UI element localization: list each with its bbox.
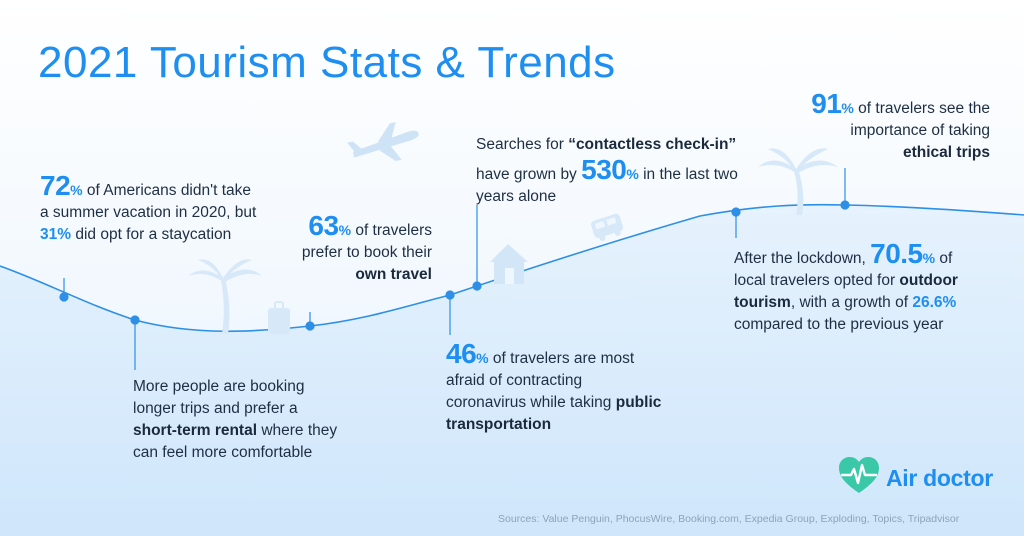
stat-number: 530	[581, 154, 627, 185]
luggage-icon	[268, 301, 290, 334]
stat-text: did opt for a staycation	[71, 226, 232, 243]
stat-number: 91	[811, 88, 842, 119]
wave-fill	[0, 204, 1024, 536]
stat-text: Searches for	[476, 136, 569, 153]
stat-text: of Americans didn't take a summer vacati…	[40, 182, 257, 221]
stat-bold: public transportation	[446, 394, 662, 433]
stat-72-staycation: 72% of Americans didn't take a summer va…	[40, 172, 260, 246]
palm-tree-icon	[188, 259, 262, 334]
stat-percent: %	[841, 100, 854, 116]
stat-text: of travelers are most afraid of contract…	[446, 350, 635, 411]
stat-530-contactless: Searches for “contactless check-in” have…	[476, 134, 756, 208]
stat-text: have grown by	[476, 166, 582, 183]
stat-text: where they can feel more comfortable	[133, 422, 338, 461]
stat-number: 63	[308, 210, 339, 241]
stat-bold: outdoor tourism	[734, 272, 958, 311]
house-icon	[490, 244, 528, 284]
stat-percent: %	[626, 166, 639, 182]
stat-63-own-travel: 63% of travelers prefer to book their ow…	[280, 212, 432, 286]
stat-91-ethical: 91% of travelers see the importance of t…	[810, 90, 990, 164]
palm-tree-icon	[758, 148, 838, 215]
timeline-markers	[59, 168, 850, 370]
logo-text: Air doctor	[886, 465, 993, 491]
sources-footnote: Sources: Value Penguin, PhocusWire, Book…	[498, 513, 960, 525]
airdoctor-logo: Air doctor	[836, 453, 1016, 503]
stat-highlight: 26.6%	[912, 294, 957, 311]
stat-number: 70.5	[870, 238, 923, 269]
stat-bold: ethical trips	[903, 144, 990, 161]
stat-bold: own travel	[355, 266, 432, 283]
stat-text: , with a growth of	[790, 294, 913, 311]
stat-percent: %	[338, 222, 352, 238]
stat-number: 72	[40, 170, 71, 201]
stat-text: of travelers prefer to book their	[301, 222, 432, 261]
stat-text: After the lockdown,	[734, 250, 871, 267]
stat-text: in the last two years alone	[476, 166, 738, 205]
stat-70-outdoor: After the lockdown, 70.5% of local trave…	[734, 240, 974, 336]
stat-text: of travelers see the importance of takin…	[850, 100, 990, 139]
stat-46-transport: 46% of travelers are most afraid of cont…	[446, 340, 666, 436]
page-title: 2021 Tourism Stats & Trends	[38, 38, 616, 87]
stat-text: compared to the previous year	[734, 316, 944, 333]
stat-number: 46	[446, 338, 477, 369]
airplane-icon	[346, 122, 419, 161]
stat-percent: %	[70, 182, 83, 198]
stat-highlight: 31%	[40, 226, 72, 243]
stat-percent: %	[922, 250, 936, 266]
stat-text: More people are booking longer trips and…	[133, 378, 305, 417]
heart-pulse-logo-icon	[839, 457, 879, 493]
stat-bold: short-term rental	[133, 422, 258, 439]
stat-text: of local travelers opted for	[734, 250, 953, 289]
stat-bold: “contactless check-in”	[568, 136, 737, 153]
bus-icon	[591, 213, 624, 241]
stat-percent: %	[476, 350, 489, 366]
stat-short-term-rental: More people are booking longer trips and…	[133, 376, 345, 464]
